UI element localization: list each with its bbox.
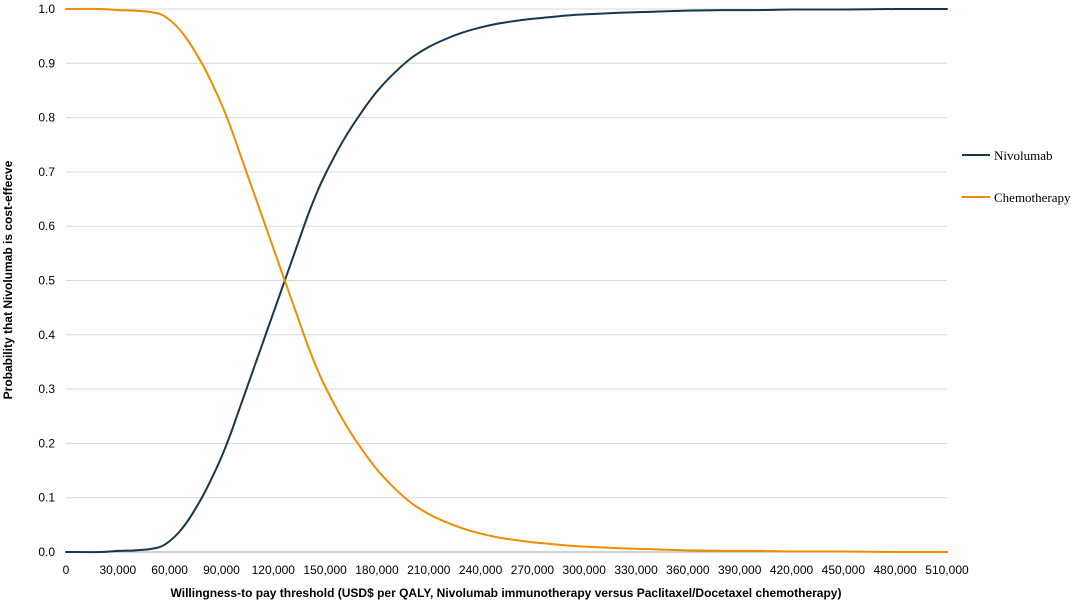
y-tick-label: 0.4: [38, 328, 55, 342]
y-tick-label: 0.0: [38, 545, 55, 559]
x-tick-label: 120,000: [252, 563, 296, 577]
legend: Nivolumab Chemotherapy: [962, 148, 1071, 205]
legend-label-chemotherapy: Chemotherapy: [994, 190, 1071, 205]
y-axis-title: Probability that Nivolumab is cost-effec…: [1, 160, 15, 399]
y-tick-label: 0.6: [38, 219, 55, 233]
y-tick-label: 0.1: [38, 491, 55, 505]
x-tick-label: 180,000: [355, 563, 399, 577]
y-tick-label: 0.5: [38, 274, 55, 288]
x-tick-label: 150,000: [303, 563, 347, 577]
series-lines: [65, 7, 948, 554]
x-tick-label: 480,000: [873, 563, 917, 577]
x-tick-label: 60,000: [151, 563, 188, 577]
x-tick-label: 330,000: [614, 563, 658, 577]
x-tick-label: 360,000: [666, 563, 710, 577]
x-tick-label: 390,000: [718, 563, 762, 577]
x-tick-label: 300,000: [563, 563, 607, 577]
x-tick-label: 510,000: [925, 563, 969, 577]
x-tick-label: 210,000: [407, 563, 451, 577]
series-line-chemotherapy: [65, 7, 948, 554]
x-tick-label: 450,000: [822, 563, 866, 577]
x-tick-label: 420,000: [770, 563, 814, 577]
legend-label-nivolumab: Nivolumab: [994, 148, 1053, 163]
y-tick-label: 0.3: [38, 382, 55, 396]
x-tick-label: 30,000: [99, 563, 136, 577]
x-tick-label: 0: [63, 563, 70, 577]
x-axis-tick-labels: 0 30,000 60,000 90,000 120,000 150,000 180,000…: [63, 563, 969, 577]
y-tick-label: 0.9: [38, 56, 55, 70]
y-tick-label: 0.7: [38, 165, 55, 179]
gridlines: [66, 8, 947, 499]
x-tick-label: 240,000: [459, 563, 503, 577]
y-tick-label: 0.2: [38, 436, 55, 450]
series-line-nivolumab: [65, 7, 948, 554]
y-axis-tick-labels: 0.0 0.1 0.2 0.3 0.4 0.5 0.6 0.7 0.8 0.9 1.0: [38, 2, 55, 559]
y-tick-label: 0.8: [38, 111, 55, 125]
x-tick-label: 270,000: [511, 563, 555, 577]
y-tick-label: 1.0: [38, 2, 55, 16]
x-axis-title: Willingness-to pay threshold (USD$ per Q…: [171, 586, 842, 600]
x-tick-label: 90,000: [203, 563, 240, 577]
